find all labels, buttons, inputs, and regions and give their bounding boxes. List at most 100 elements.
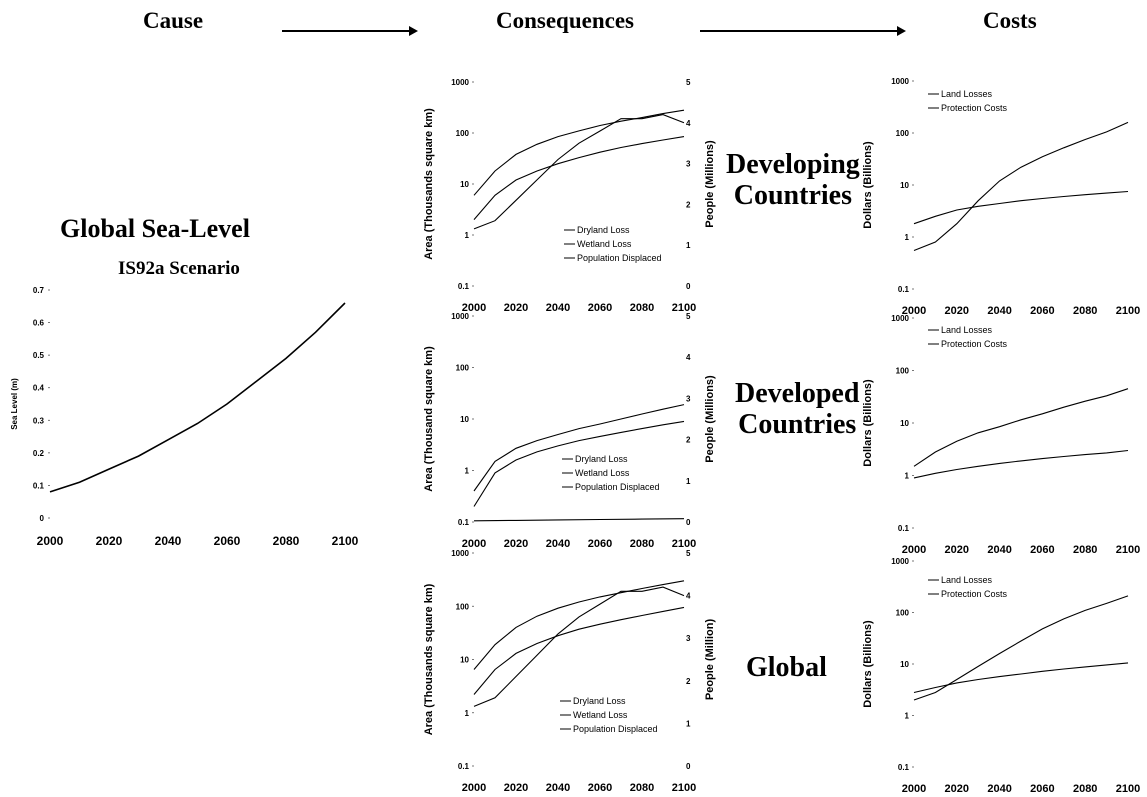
y-tick-label: 1 [465,709,470,718]
series-line-sea-level [49,302,346,493]
legend-label: Land Losses [941,325,993,335]
y-tick-label: 0 [40,514,45,523]
header-cause: Cause [143,8,204,33]
y2-tick-label: 5 [686,312,691,321]
y-tick-label: 0.1 [898,524,910,533]
legend-label: Population Displaced [575,482,660,492]
y-tick-label: 10 [460,415,469,424]
region-developing: Developing Countries [726,149,860,211]
legend-label: Dryland Loss [573,696,626,706]
y-tick-label: 100 [896,367,910,376]
y2-axis-label: People (Millions) [704,375,716,463]
x-tick-label: 2000 [462,302,486,314]
x-tick-label: 2100 [1116,544,1140,556]
y-tick-label: 1 [905,712,910,721]
series-line-land-losses [913,388,1129,467]
y-tick-label: 100 [456,602,470,611]
series-line-protection-costs [913,449,1129,479]
y-tick-label: 0.3 [33,416,45,425]
x-tick-label: 2000 [902,544,926,556]
y2-tick-label: 0 [686,762,691,771]
x-tick-label: 2040 [987,544,1011,556]
y-axis-label: Sea Level (m) [10,378,19,430]
arrow-cause-to-consequences [282,26,418,36]
x-tick-label: 2100 [1116,305,1140,317]
legend-label: Population Displaced [577,253,662,263]
legend-label: Land Losses [941,575,993,585]
x-tick-label: 2020 [945,783,969,795]
y-tick-label: 0.1 [458,762,470,771]
series-line-dryland-loss [473,420,685,507]
x-tick-label: 2060 [1030,305,1054,317]
y2-tick-label: 2 [686,436,691,445]
legend-label: Wetland Loss [577,239,632,249]
series-line-population-displaced [473,586,685,707]
y-tick-label: 0.1 [458,282,470,291]
series-line-dryland-loss [473,136,685,220]
y2-tick-label: 3 [686,634,691,643]
y-tick-label: 1000 [451,549,469,558]
x-tick-label: 2080 [1073,305,1097,317]
series-line-protection-costs [913,121,1129,252]
y-tick-label: 1 [465,231,470,240]
x-tick-label: 2040 [987,783,1011,795]
series-line-protection-costs [913,595,1129,701]
x-tick-label: 2100 [672,538,696,550]
y2-tick-label: 1 [686,477,691,486]
series-line-wetland-loss [473,109,685,196]
y-axis-label: Area (Thousands square km) [423,108,435,260]
y2-tick-label: 1 [686,241,691,250]
legend-label: Dryland Loss [577,225,630,235]
y-tick-label: 10 [460,180,469,189]
x-tick-label: 2040 [546,302,570,314]
y-axis-label: Area (Thousand square km) [423,346,435,492]
x-tick-label: 2040 [546,538,570,550]
y-tick-label: 1 [905,233,910,242]
y2-tick-label: 4 [686,353,691,362]
x-tick-label: 2080 [630,782,654,794]
region-developing-line1: Developing [726,149,860,180]
y2-tick-label: 1 [686,719,691,728]
y-axis-label: Dollars (Billions) [862,620,874,708]
sealevel-title: Global Sea-Level [60,214,250,243]
y-tick-label: 10 [900,419,909,428]
x-tick-label: 2020 [504,538,528,550]
x-tick-label: 2000 [902,783,926,795]
x-tick-label: 2020 [945,544,969,556]
x-tick-label: 2000 [462,782,486,794]
legend-label: Wetland Loss [575,468,630,478]
x-tick-label: 2080 [1073,544,1097,556]
x-tick-label: 2020 [945,305,969,317]
legend-label: Protection Costs [941,339,1008,349]
series-line-land-losses [913,662,1129,694]
x-tick-label: 2060 [1030,783,1054,795]
series-line-land-losses [913,190,1129,225]
y-axis-label: Dollars (Billions) [862,379,874,467]
y2-tick-label: 0 [686,282,691,291]
sealevel-subtitle: IS92a Scenario [118,258,240,279]
x-tick-label: 2060 [214,534,241,548]
x-tick-label: 2040 [155,534,182,548]
y-tick-label: 1000 [891,557,909,566]
y-tick-label: 1 [465,467,470,476]
y2-tick-label: 5 [686,549,691,558]
y-axis-label: Area (Thousands square km) [423,583,435,735]
y-tick-label: 0.4 [33,384,45,393]
legend-label: Protection Costs [941,103,1008,113]
y2-axis-label: People (Millions) [704,140,716,228]
y-tick-label: 1000 [891,77,909,86]
y-tick-label: 0.5 [33,351,45,360]
x-tick-label: 2040 [546,782,570,794]
y-tick-label: 0.7 [33,286,45,295]
x-tick-label: 2000 [462,538,486,550]
y-tick-label: 10 [900,181,909,190]
y2-tick-label: 2 [686,677,691,686]
y-axis-label: Dollars (Billions) [862,141,874,229]
y-tick-label: 100 [896,609,910,618]
region-developing-line2: Countries [733,180,852,211]
y-tick-label: 10 [900,660,909,669]
x-tick-label: 2020 [504,782,528,794]
x-tick-label: 2080 [630,538,654,550]
